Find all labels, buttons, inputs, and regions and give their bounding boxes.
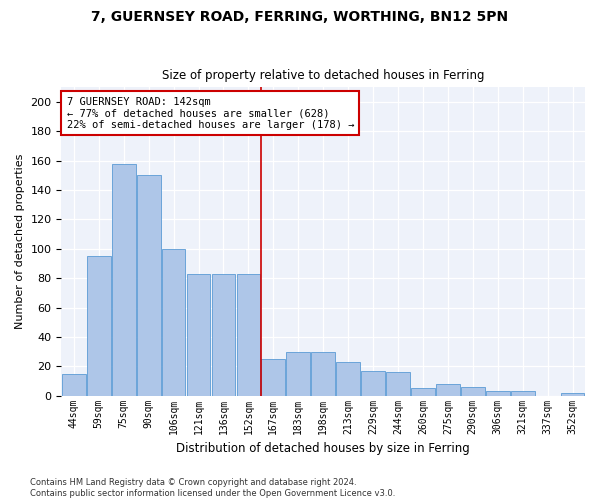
Bar [112,164,136,396]
Text: 7, GUERNSEY ROAD, FERRING, WORTHING, BN12 5PN: 7, GUERNSEY ROAD, FERRING, WORTHING, BN1… [91,10,509,24]
Bar [336,362,360,396]
Bar [511,391,535,396]
Bar [560,392,584,396]
Bar [411,388,435,396]
Bar [461,387,485,396]
Bar [87,256,110,396]
Bar [311,352,335,396]
Bar [262,359,285,396]
Bar [236,274,260,396]
Title: Size of property relative to detached houses in Ferring: Size of property relative to detached ho… [162,69,484,82]
Bar [187,274,211,396]
Bar [62,374,86,396]
Bar [286,352,310,396]
Bar [436,384,460,396]
Text: 7 GUERNSEY ROAD: 142sqm
← 77% of detached houses are smaller (628)
22% of semi-d: 7 GUERNSEY ROAD: 142sqm ← 77% of detache… [67,96,354,130]
Bar [212,274,235,396]
X-axis label: Distribution of detached houses by size in Ferring: Distribution of detached houses by size … [176,442,470,455]
Bar [486,391,509,396]
Y-axis label: Number of detached properties: Number of detached properties [15,154,25,329]
Bar [386,372,410,396]
Bar [137,176,161,396]
Bar [361,370,385,396]
Bar [162,249,185,396]
Text: Contains HM Land Registry data © Crown copyright and database right 2024.
Contai: Contains HM Land Registry data © Crown c… [30,478,395,498]
